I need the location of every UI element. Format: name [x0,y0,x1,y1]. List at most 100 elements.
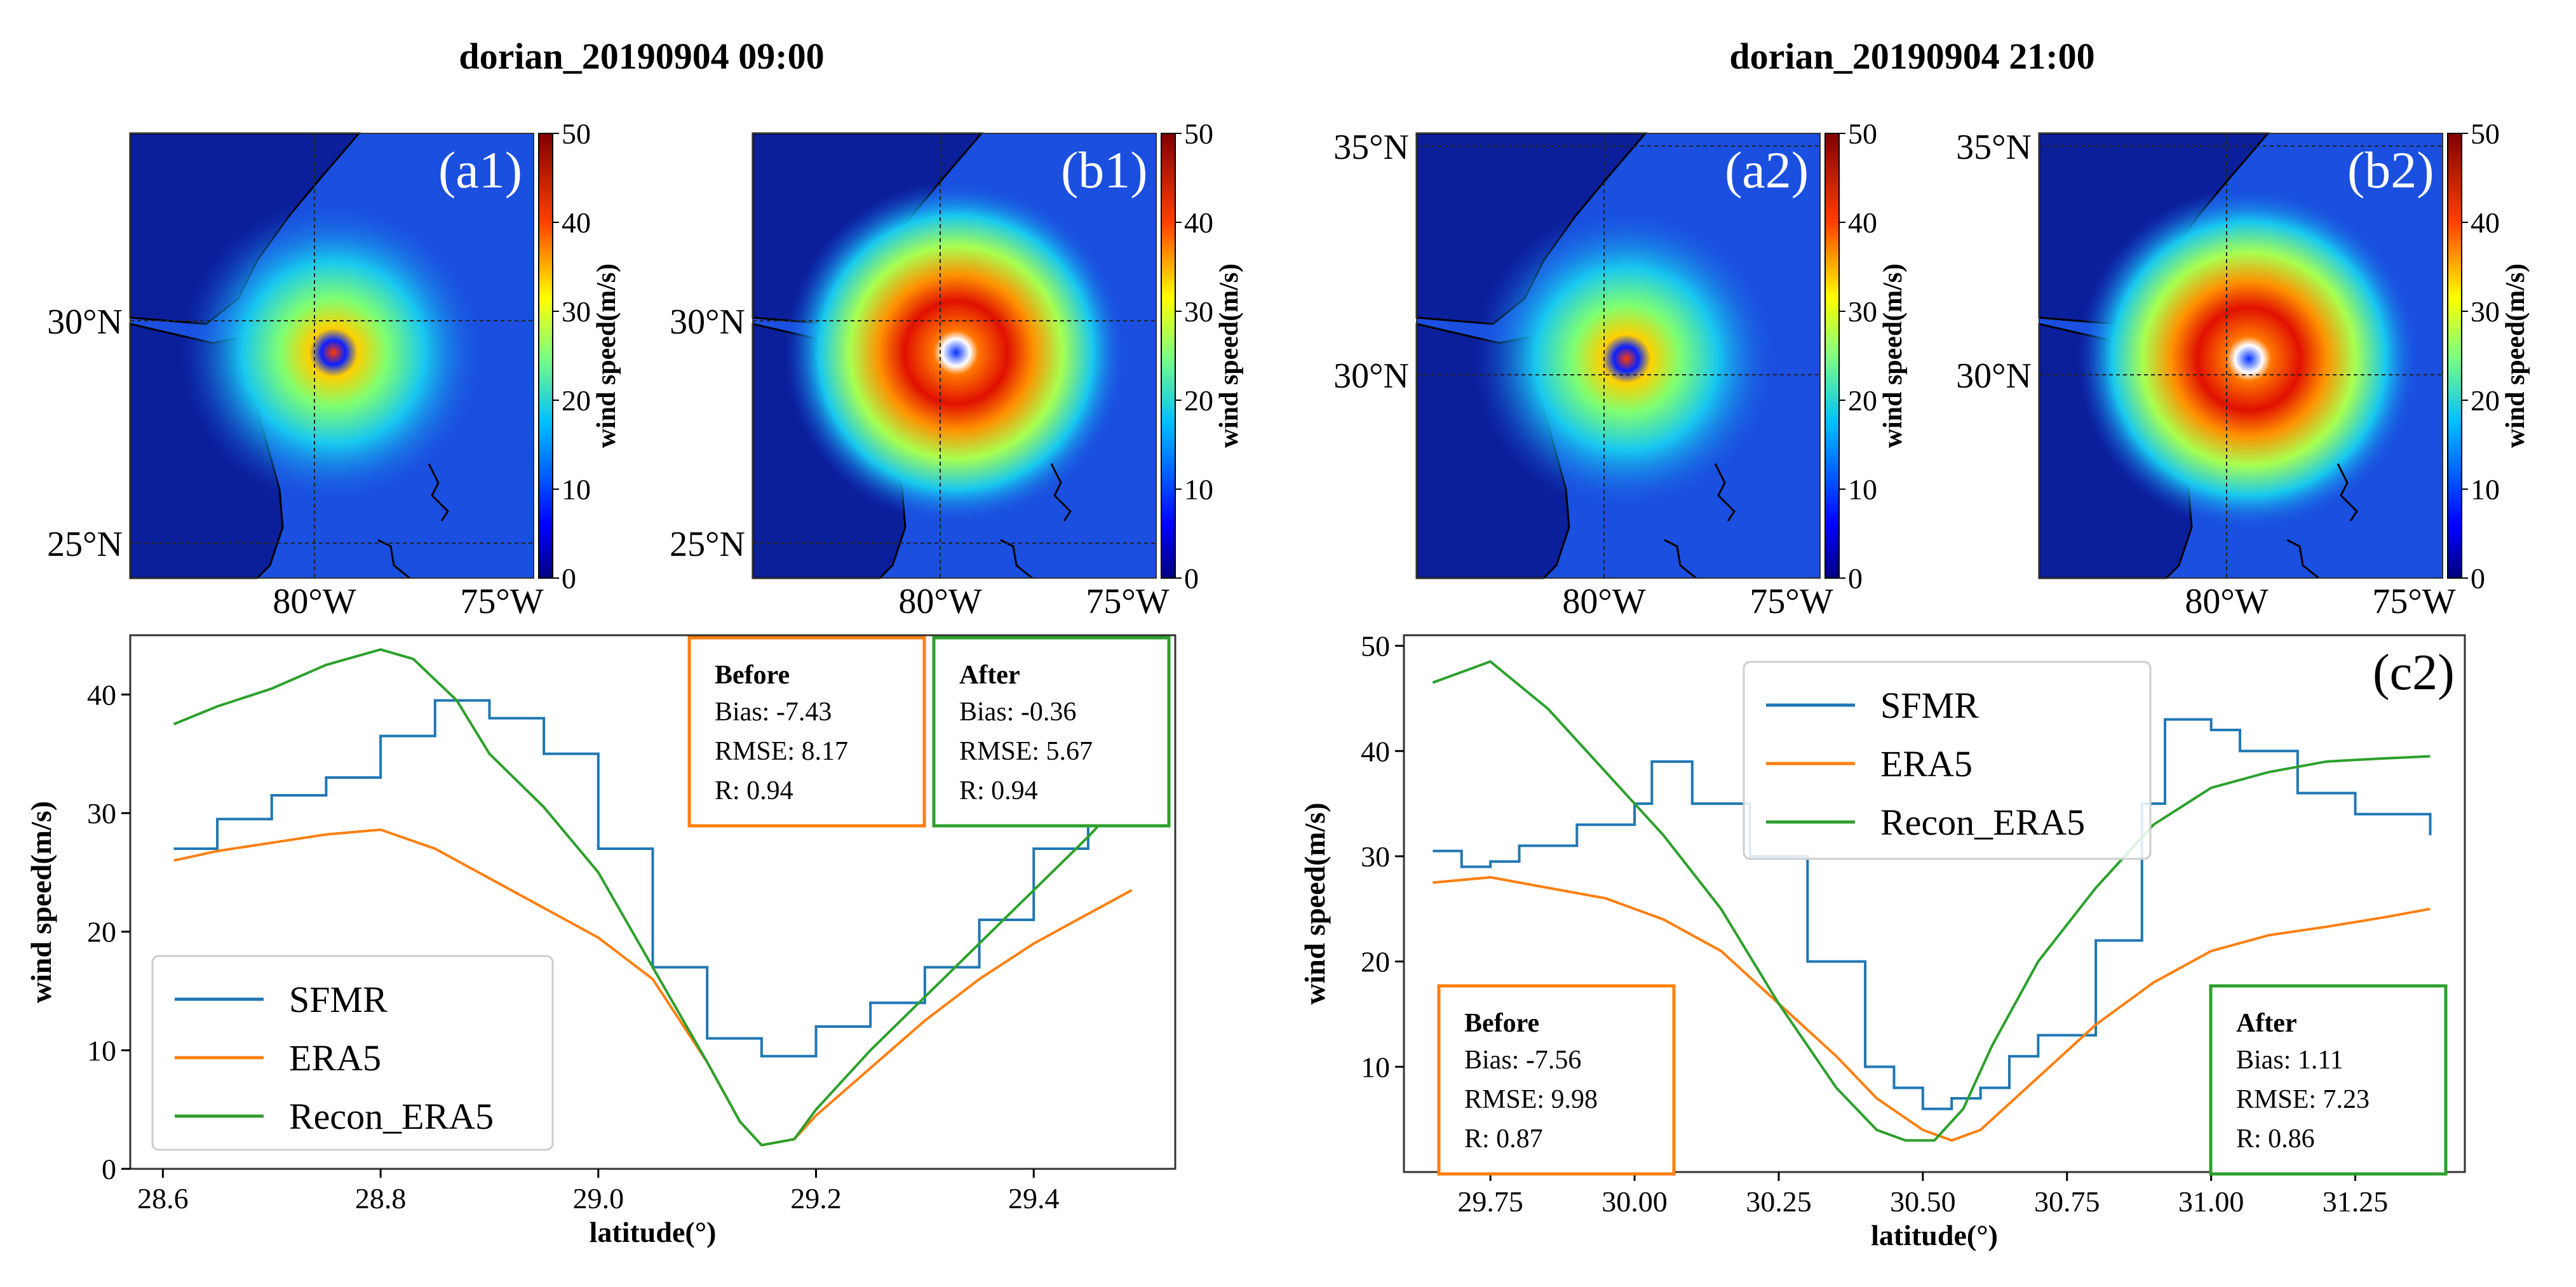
stats-line: R: 0.94 [715,776,793,805]
x-tick-label: 28.6 [137,1182,189,1215]
y-tick-label: 30 [87,797,116,830]
colorbar-tick-label: 20 [1848,384,1877,417]
colorbar-tick-label: 0 [562,562,576,595]
stats-box-frame [932,636,1171,828]
lat-tick-label: 30°N [1956,356,2032,396]
colorbar-tick-label: 10 [1184,473,1213,506]
lat-tick-label: 30°N [1333,356,1409,396]
map-frame [130,133,534,579]
y-tick-label: 20 [1361,946,1390,978]
island-outline [2286,539,2319,579]
stats-line: Bias: -7.43 [715,697,832,727]
wind-map: (a1) 30°N 25°N 80°W 75°W 50 40 30 20 10 0 wind spee… [47,118,621,621]
x-tick-label: 31.00 [2178,1185,2244,1218]
series-line-era5 [1433,876,2431,1142]
map-label: (a2) [1725,141,1809,199]
colorbar-tick-label: 30 [562,295,591,328]
map-frame [1416,133,1821,579]
colorbar-tick-label: 40 [1184,206,1213,239]
legend-entry: Recon_ERA5 [1880,802,2085,843]
lat-tick-label: 35°N [1333,128,1409,167]
lon-tick-label: 75°W [460,582,543,621]
x-tick-label: 31.25 [2323,1185,2389,1218]
legend-entry: SFMR [1880,685,1979,726]
stats-line: RMSE: 8.17 [715,737,848,766]
stats-line: Bias: -0.36 [959,697,1076,727]
colorbar-tick-label: 20 [562,384,591,417]
colorbar [1161,133,1176,579]
island-outline [428,463,449,522]
legend: SFMR ERA5 Recon_ERA5 [151,955,554,1151]
lat-tick-label: 35°N [1956,128,2032,167]
stats-line: Bias: 1.11 [2236,1046,2343,1075]
colorbar-tick-label: 50 [1184,118,1213,150]
lon-tick-label: 80°W [898,582,981,621]
stats-line: R: 0.87 [1464,1124,1543,1154]
colorbar-label: wind speed(m/s) [2501,264,2530,448]
map-frame [2039,133,2443,579]
line-chart: 28.6 28.8 29.0 29.2 29.4 0 10 20 30 40 latitude(°)… [25,634,1177,1248]
x-tick-label: 29.4 [1008,1182,1060,1215]
line-chart: 29.75 30.00 30.25 30.50 30.75 31.00 31.25 10 20 3… [1298,630,2466,1251]
colorbar-tick-label: 30 [1848,295,1877,328]
y-tick-label: 20 [87,916,116,948]
colorbar-tick-label: 20 [1184,384,1213,417]
x-tick-label: 30.25 [1746,1185,1812,1218]
series-line-recon_era5 [173,648,1133,1147]
y-tick-label: 40 [87,678,116,711]
lon-tick-label: 75°W [1086,582,1169,621]
legend-entry: ERA5 [1880,743,1972,785]
y-tick-label: 50 [1361,630,1390,663]
colorbar-tick-label: 0 [1848,562,1863,595]
island-outline [1664,539,1697,579]
x-tick-label: 30.00 [1602,1185,1668,1218]
colorbar-tick-label: 50 [1848,118,1877,150]
x-tick-label: 29.75 [1457,1185,1523,1218]
colorbar-tick-label: 50 [2471,118,2500,150]
stats-box-before: Before Bias: -7.43 RMSE: 8.17 R: 0.94 [687,636,926,828]
storm-field [785,181,1128,524]
island-outline [2337,463,2358,522]
legend: SFMR ERA5 Recon_ERA5 [1743,661,2152,860]
lat-tick-label: 25°N [47,525,123,564]
series-line-recon_era5 [1432,660,2431,1142]
colorbar-tick-label: 20 [2471,384,2500,417]
y-axis-label: wind speed(m/s) [25,801,57,1003]
stats-line: Bias: -7.56 [1464,1046,1581,1075]
lon-tick-label: 75°W [1750,582,1833,621]
colorbar-label: wind speed(m/s) [1215,264,1244,448]
lat-tick-label: 30°N [670,302,745,342]
y-tick-label: 30 [1361,840,1390,873]
stats-box-frame [687,636,926,828]
lon-tick-label: 80°W [1562,582,1645,621]
colorbar [538,133,553,579]
stats-box-after: After Bias: 1.11 RMSE: 7.23 R: 0.86 [2209,984,2448,1176]
stats-heading: After [959,661,1020,690]
stats-box-before: Before Bias: -7.56 RMSE: 9.98 R: 0.87 [1437,984,1676,1176]
storm-field [2077,187,2420,530]
y-tick-label: 40 [1361,735,1390,767]
colorbar-tick-label: 30 [2471,295,2500,328]
series-line-sfmr [1433,718,2432,1110]
island-outline [1714,463,1736,522]
legend-entry: ERA5 [289,1037,381,1079]
storm-field [1474,206,1779,511]
map-label: (b2) [2347,141,2434,199]
colorbar-tick-label: 10 [2471,473,2500,506]
panel-title: dorian_20190904 09:00 [459,36,824,77]
x-tick-label: 30.75 [2034,1185,2100,1218]
x-tick-label: 28.8 [355,1182,407,1215]
stats-heading: After [2236,1009,2297,1038]
lat-tick-label: 30°N [47,302,123,342]
stats-heading: Before [715,661,790,690]
colorbar-tick-label: 10 [1848,473,1877,506]
stats-line: R: 0.86 [2236,1124,2315,1154]
lon-tick-label: 80°W [273,582,356,621]
colorbar-label: wind speed(m/s) [1878,264,1908,448]
stats-line: RMSE: 7.23 [2236,1085,2370,1114]
wind-map: (a2) 35°N 30°N 80°W 75°W 50 40 30 20 10 0 wind spee… [1333,118,1908,621]
stats-line: RMSE: 5.67 [959,737,1093,766]
colorbar-tick-label: 0 [1184,562,1199,595]
y-tick-label: 10 [1361,1051,1390,1083]
